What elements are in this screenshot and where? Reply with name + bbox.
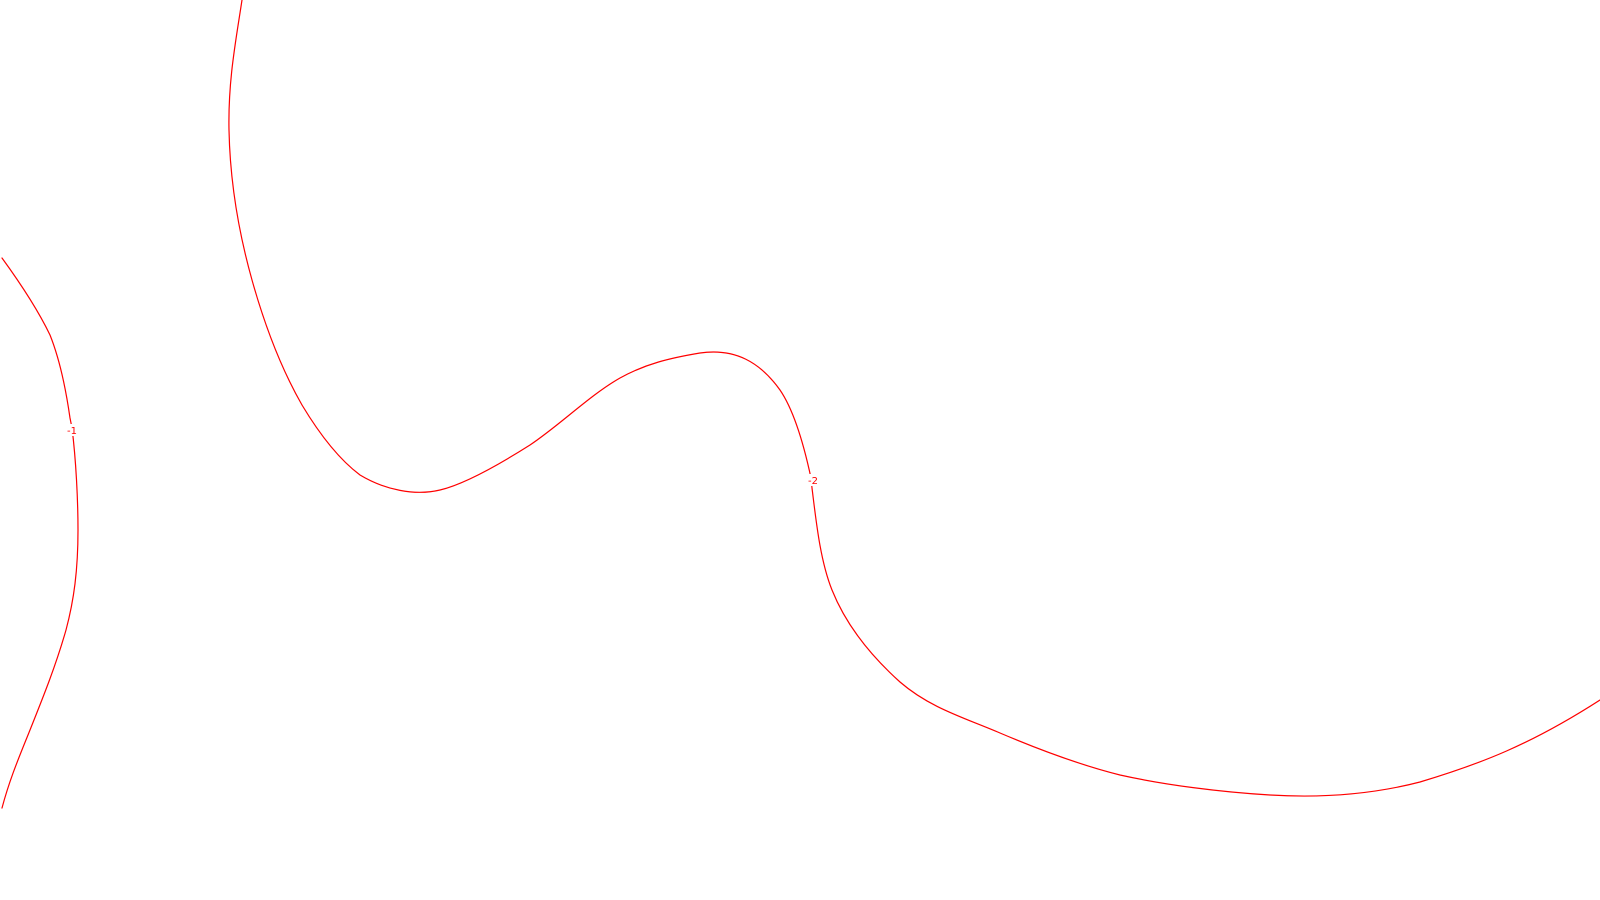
contour-label-bg-minus-2 <box>806 474 823 486</box>
contour-label-minus-1: -1 <box>67 426 77 437</box>
contour-label-bg-minus-1 <box>66 424 82 436</box>
contour-line-minus-2 <box>228 0 1600 797</box>
contour-label-minus-2: -2 <box>808 476 818 487</box>
contour-line-minus-1 <box>1 257 79 809</box>
